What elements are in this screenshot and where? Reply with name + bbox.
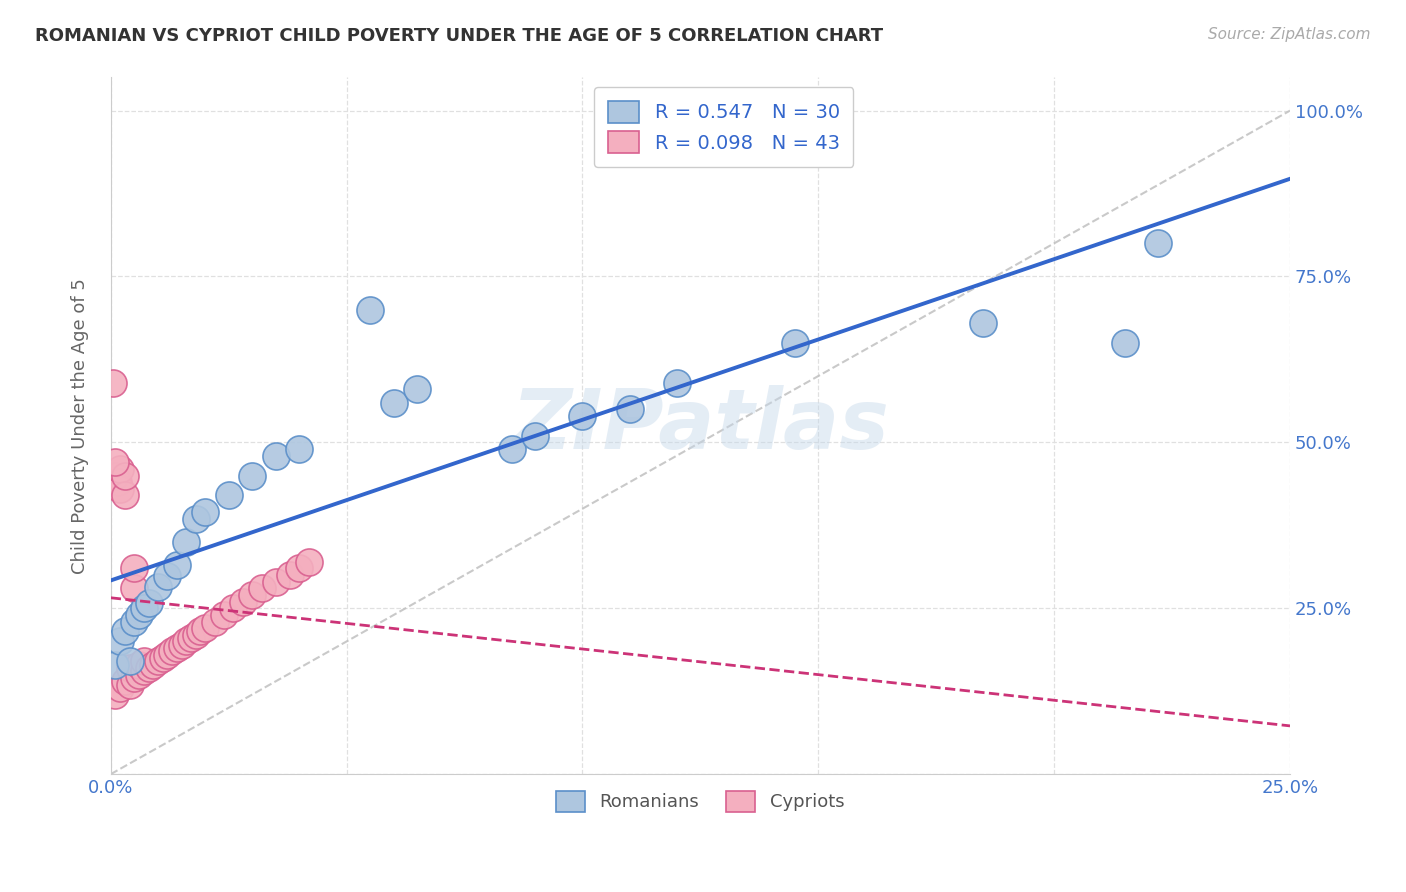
Point [132, 601, 155, 615]
Point [108, 462, 131, 476]
Point [128, 667, 150, 681]
Text: ZIPatlas: ZIPatlas [512, 385, 890, 467]
Point [184, 628, 207, 642]
Point [1147, 236, 1170, 251]
Point [114, 488, 136, 502]
Point [194, 621, 217, 635]
Point [232, 594, 254, 608]
Y-axis label: Child Poverty Under the Age of 5: Child Poverty Under the Age of 5 [72, 277, 89, 574]
Point [104, 657, 127, 672]
Point [108, 634, 131, 648]
Point [128, 607, 150, 622]
Point [571, 409, 593, 423]
Point [406, 382, 429, 396]
Point [138, 596, 160, 610]
Point [132, 665, 155, 679]
Point [204, 615, 226, 629]
Point [101, 376, 124, 390]
Point [184, 511, 207, 525]
Point [665, 376, 688, 390]
Point [170, 638, 193, 652]
Point [104, 468, 127, 483]
Point [118, 677, 141, 691]
Point [174, 634, 197, 648]
Point [194, 505, 217, 519]
Point [138, 661, 160, 675]
Point [382, 395, 405, 409]
Point [156, 569, 179, 583]
Point [166, 641, 188, 656]
Point [107, 475, 129, 490]
Point [118, 661, 141, 675]
Point [108, 681, 131, 695]
Point [240, 468, 263, 483]
Point [114, 674, 136, 689]
Point [132, 654, 155, 668]
Point [250, 582, 273, 596]
Point [501, 442, 523, 456]
Point [264, 574, 287, 589]
Point [359, 302, 381, 317]
Point [104, 688, 127, 702]
Point [124, 561, 146, 575]
Point [108, 482, 131, 496]
Point [124, 671, 146, 685]
Point [124, 582, 146, 596]
Point [114, 624, 136, 639]
Point [240, 588, 263, 602]
Point [128, 657, 150, 672]
Point [212, 607, 235, 622]
Point [124, 615, 146, 629]
Point [114, 468, 136, 483]
Point [222, 601, 245, 615]
Point [142, 657, 165, 672]
Point [190, 624, 212, 639]
Point [264, 449, 287, 463]
Point [288, 442, 311, 456]
Point [619, 402, 641, 417]
Legend: Romanians, Cypriots: Romanians, Cypriots [544, 778, 858, 824]
Point [1114, 335, 1136, 350]
Point [298, 555, 321, 569]
Point [104, 455, 127, 469]
Point [146, 580, 169, 594]
Point [180, 631, 202, 645]
Point [174, 535, 197, 549]
Point [152, 651, 174, 665]
Point [972, 316, 994, 330]
Point [278, 568, 301, 582]
Text: Source: ZipAtlas.com: Source: ZipAtlas.com [1208, 27, 1371, 42]
Point [156, 648, 179, 662]
Point [160, 644, 183, 658]
Point [783, 335, 806, 350]
Point [524, 428, 547, 442]
Text: ROMANIAN VS CYPRIOT CHILD POVERTY UNDER THE AGE OF 5 CORRELATION CHART: ROMANIAN VS CYPRIOT CHILD POVERTY UNDER … [35, 27, 883, 45]
Point [118, 654, 141, 668]
Point [288, 561, 311, 575]
Point [166, 558, 188, 573]
Point [146, 654, 169, 668]
Point [218, 488, 240, 502]
